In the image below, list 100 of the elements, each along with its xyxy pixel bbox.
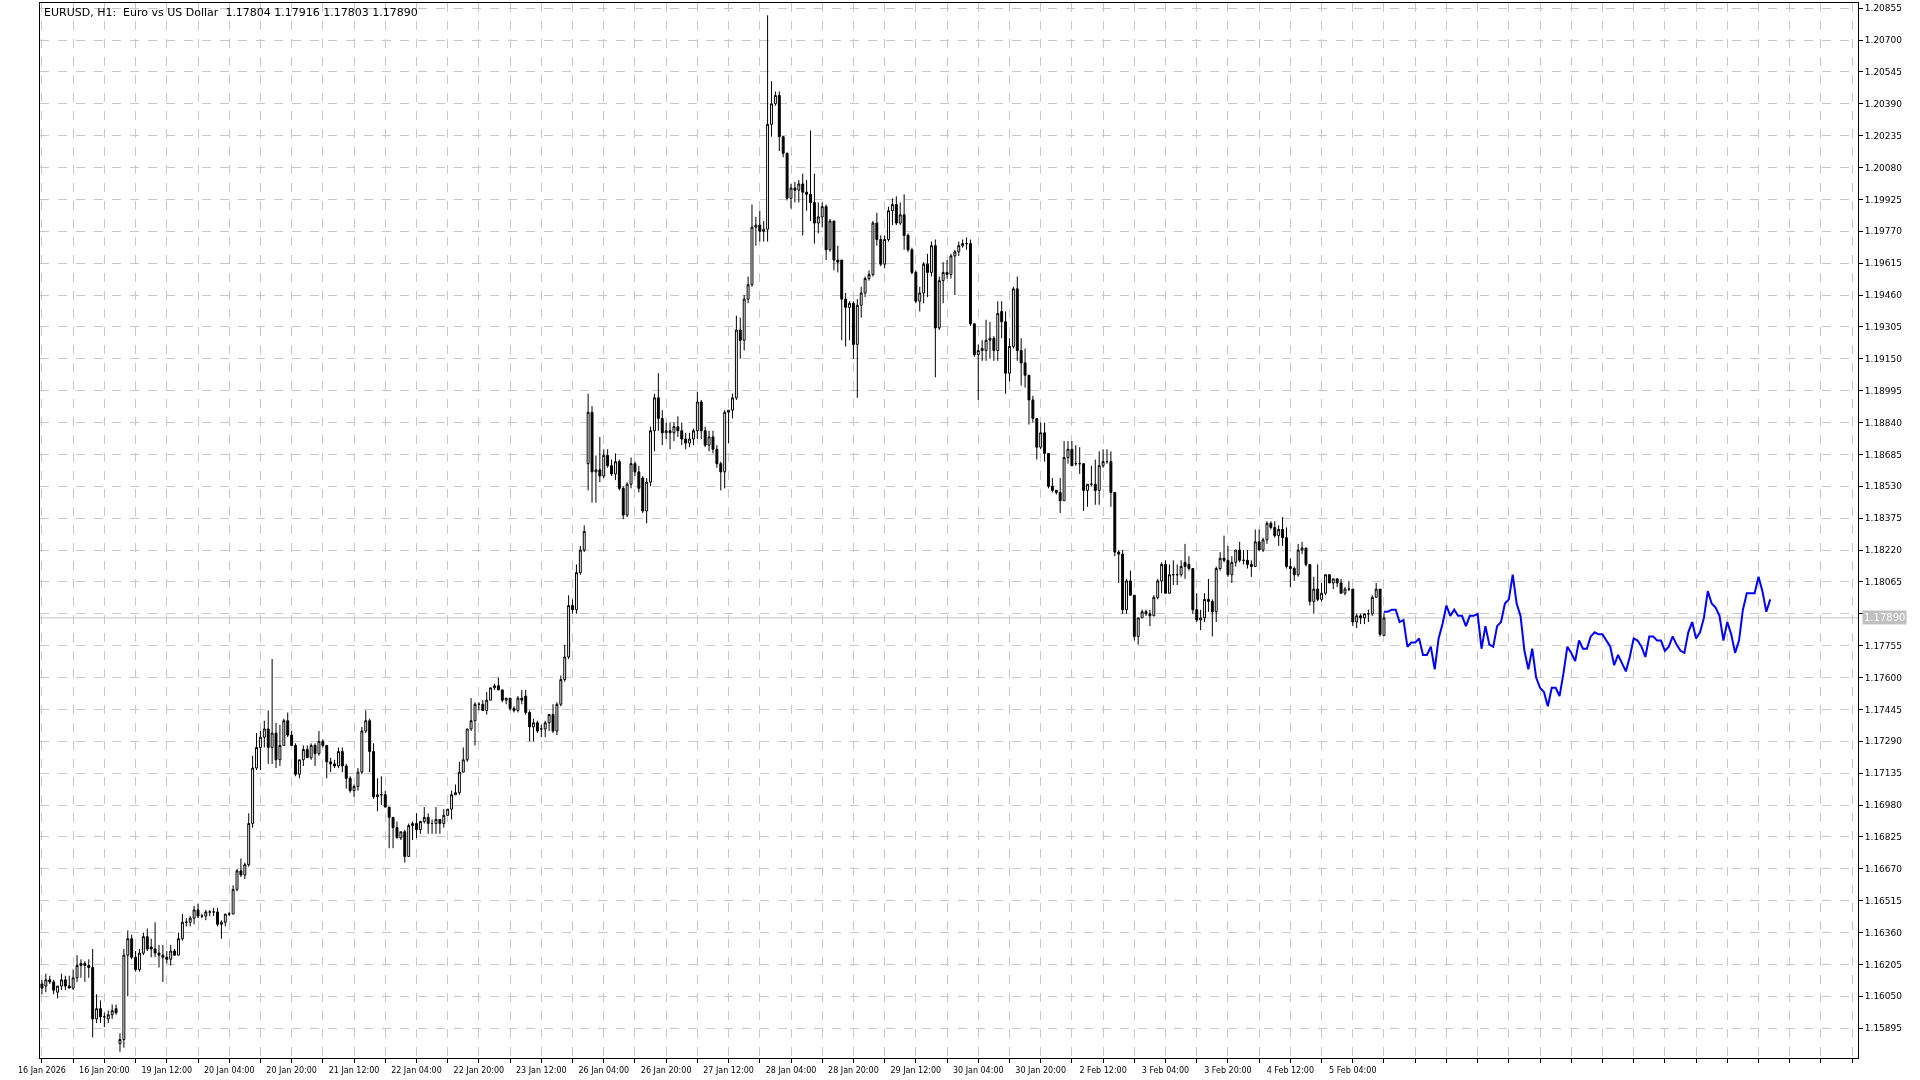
- x-tick-label: 3 Feb 20:00: [1204, 1065, 1252, 1075]
- candlestick: [984, 319, 988, 362]
- x-tick-label: 26 Jan 20:00: [640, 1065, 692, 1075]
- y-tick-label: 1.18995: [1864, 385, 1903, 396]
- candlestick: [1175, 563, 1179, 586]
- candlestick: [161, 944, 165, 983]
- y-tick-label: 1.20545: [1864, 67, 1903, 78]
- candlestick: [110, 1004, 114, 1020]
- candlestick: [1097, 450, 1101, 506]
- y-tick-label: 1.16670: [1864, 863, 1903, 874]
- x-tick-label: 26 Jan 04:00: [578, 1065, 630, 1075]
- y-tick-label: 1.19615: [1864, 258, 1903, 269]
- candlestick: [894, 195, 898, 226]
- candlestick: [688, 432, 692, 448]
- candlestick: [801, 173, 805, 236]
- candlestick: [996, 300, 1000, 362]
- x-tick-label: 5 Feb 04:00: [1329, 1065, 1377, 1075]
- y-tick-label: 1.16050: [1864, 991, 1903, 1002]
- candlestick: [1164, 559, 1167, 594]
- candlestick: [415, 812, 418, 839]
- y-tick-label: 1.17755: [1864, 640, 1903, 651]
- candlestick: [1363, 613, 1366, 625]
- x-tick-label: 30 Jan 04:00: [952, 1065, 1004, 1075]
- candlestick: [1339, 578, 1343, 594]
- candlestick: [52, 979, 56, 995]
- x-tick-label: 20 Jan 04:00: [203, 1065, 255, 1075]
- candlestick: [766, 14, 770, 243]
- candlestick: [1070, 440, 1074, 467]
- candlestick: [270, 658, 274, 765]
- y-tick-label: 1.16825: [1864, 832, 1903, 843]
- candlestick: [336, 746, 340, 769]
- y-tick-label: 1.19460: [1864, 290, 1903, 301]
- x-tick-label: 16 Jan 20:00: [79, 1065, 130, 1075]
- y-tick-label: 1.17135: [1864, 768, 1903, 779]
- candlestick: [91, 948, 95, 1038]
- candlestick: [723, 409, 727, 489]
- y-tick-label: 1.20855: [1864, 3, 1903, 14]
- y-tick-label: 1.16360: [1864, 927, 1903, 938]
- y-tick-label: 1.18375: [1864, 513, 1903, 524]
- y-tick-label: 1.19770: [1864, 226, 1903, 237]
- x-tick-label: 3 Feb 04:00: [1141, 1065, 1190, 1075]
- y-tick-label: 1.18530: [1864, 481, 1903, 492]
- y-tick-label: 1.15895: [1864, 1023, 1903, 1034]
- y-tick-label: 1.20390: [1864, 98, 1903, 109]
- candlestick: [668, 422, 672, 450]
- x-tick-label: 30 Jan 20:00: [1015, 1065, 1067, 1075]
- candlestick: [758, 210, 762, 243]
- candlestick: [1296, 543, 1300, 578]
- x-tick-label: 29 Jan 12:00: [890, 1065, 942, 1075]
- y-tick-label: 1.19150: [1864, 353, 1903, 364]
- x-tick-label: 2 Feb 12:00: [1079, 1065, 1127, 1075]
- y-tick-label: 1.18840: [1864, 417, 1903, 428]
- y-tick-label: 1.17290: [1864, 736, 1903, 747]
- candlestick: [933, 239, 937, 378]
- candlestick: [707, 430, 711, 452]
- y-tick-label: 1.16980: [1864, 800, 1903, 811]
- x-tick-label: 4 Feb 12:00: [1266, 1065, 1315, 1075]
- candlestick: [1074, 444, 1078, 467]
- candlestick: [79, 958, 83, 979]
- candlestick: [192, 905, 196, 925]
- y-tick-label: 1.20080: [1864, 162, 1903, 173]
- candlestick: [1167, 563, 1171, 594]
- candlestick: [169, 944, 173, 966]
- x-tick-label: 20 Jan 20:00: [266, 1065, 317, 1075]
- y-tick-label: 1.16205: [1864, 959, 1903, 970]
- y-tick-label: 1.18220: [1864, 545, 1903, 556]
- y-tick-label: 1.18065: [1864, 577, 1903, 588]
- candlestick: [988, 321, 992, 360]
- candlestick: [83, 962, 87, 983]
- y-tick-label: 1.19925: [1864, 194, 1903, 205]
- x-tick-label: 22 Jan 20:00: [453, 1065, 505, 1075]
- y-tick-label: 1.17445: [1864, 704, 1903, 715]
- x-tick-label: 19 Jan 12:00: [141, 1065, 193, 1075]
- ref-line-label: 1.17890: [1864, 612, 1906, 623]
- x-tick-label: 16 Jan 2026: [17, 1065, 66, 1075]
- candlestick: [1183, 543, 1187, 580]
- candlestick: [473, 701, 477, 746]
- candlestick: [832, 220, 836, 271]
- x-tick-label: 28 Jan 20:00: [828, 1065, 879, 1075]
- candlestick: [1121, 549, 1125, 615]
- y-tick-label: 1.20235: [1864, 130, 1903, 141]
- candlestick: [551, 703, 555, 734]
- y-tick-label: 1.18685: [1864, 449, 1903, 460]
- x-tick-label: 21 Jan 12:00: [328, 1065, 380, 1075]
- x-tick-label: 22 Jan 04:00: [391, 1065, 442, 1075]
- candlestick: [539, 724, 543, 738]
- candlestick: [902, 193, 906, 251]
- candlestick: [63, 975, 67, 991]
- candlestick: [485, 691, 489, 716]
- y-tick-label: 1.19305: [1864, 322, 1903, 333]
- chart-title: EURUSD, H1: Euro vs US Dollar 1.17804 1.17916 1.17803 1.17890: [44, 6, 418, 19]
- candlestick: [44, 973, 48, 993]
- candlestick: [1242, 549, 1245, 565]
- y-tick-label: 1.20700: [1864, 35, 1903, 46]
- line-series: [1382, 573, 1772, 708]
- y-tick-label: 1.17600: [1864, 672, 1903, 683]
- candlestick: [824, 204, 828, 261]
- x-tick-label: 28 Jan 04:00: [765, 1065, 817, 1075]
- candlestick: [1331, 578, 1335, 590]
- x-tick-label: 23 Jan 12:00: [515, 1065, 567, 1075]
